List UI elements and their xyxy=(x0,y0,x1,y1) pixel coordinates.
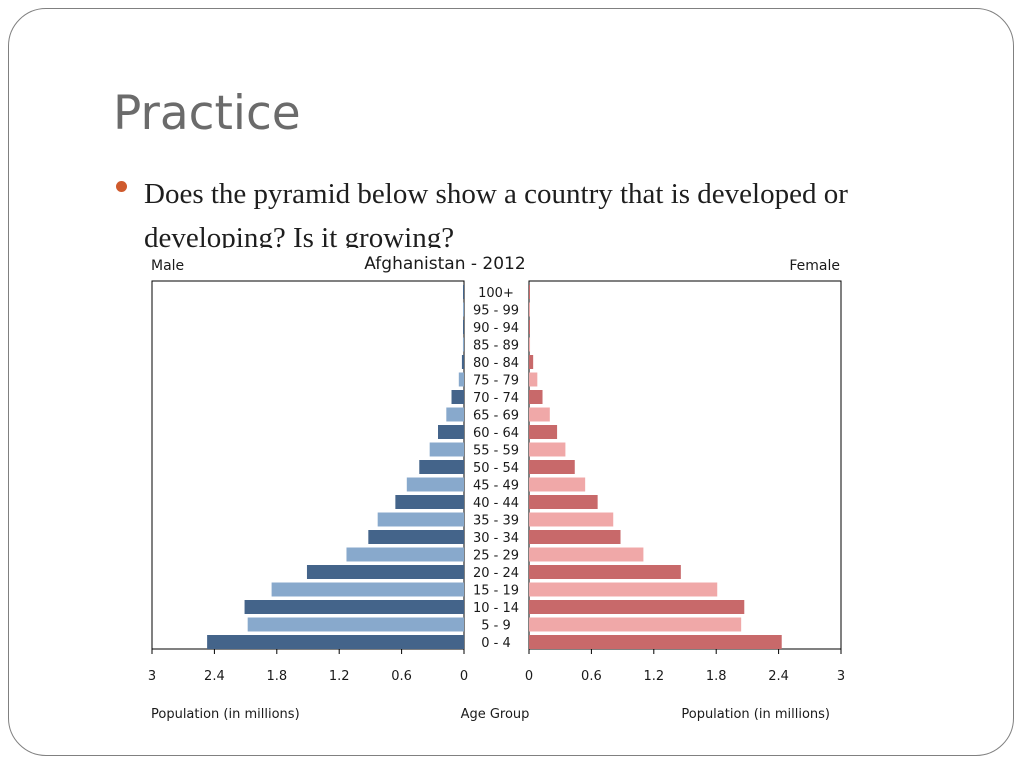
male-bar xyxy=(368,530,464,544)
slide-frame xyxy=(8,8,1014,756)
chart-left-label: Male xyxy=(151,258,184,274)
female-bar xyxy=(529,285,530,299)
female-bar xyxy=(529,407,550,422)
female-bar xyxy=(529,547,644,562)
male-bar xyxy=(419,460,464,474)
x-tick-label: 2.4 xyxy=(204,669,225,684)
male-bar xyxy=(247,617,464,632)
x-tick-label: 3 xyxy=(837,669,845,684)
x-axis-left-title: Population (in millions) xyxy=(151,707,300,722)
age-group-label: 5 - 9 xyxy=(481,619,511,634)
x-axis-left: 3 2.4 1.8 1.2 0.6 0 xyxy=(148,649,468,684)
age-group-label: 35 - 39 xyxy=(473,514,519,529)
male-bar xyxy=(461,355,464,369)
age-group-label: 40 - 44 xyxy=(473,496,519,511)
bullet-text: Does the pyramid below show a country th… xyxy=(144,178,848,248)
male-bar xyxy=(377,512,464,527)
x-tick-label: 1.2 xyxy=(643,669,664,684)
x-tick-label: 0 xyxy=(460,669,468,684)
age-group-label: 50 - 54 xyxy=(473,461,519,476)
female-bar xyxy=(529,635,782,649)
male-bar xyxy=(462,337,464,352)
female-bar xyxy=(529,442,566,457)
x-tick-label: 1.8 xyxy=(266,669,287,684)
slide-title: Practice xyxy=(113,86,301,141)
age-group-label: 90 - 94 xyxy=(473,321,519,336)
x-tick-label: 0 xyxy=(525,669,533,684)
age-group-label: 65 - 69 xyxy=(473,409,519,424)
female-bar xyxy=(529,512,614,527)
age-group-label: 20 - 24 xyxy=(473,566,519,581)
chart-title: Afghanistan - 2012 xyxy=(364,254,525,274)
male-bar xyxy=(438,425,464,439)
x-tick-label: 1.8 xyxy=(706,669,727,684)
male-bar xyxy=(446,407,464,422)
female-bars xyxy=(529,285,782,649)
female-bar xyxy=(529,372,538,387)
age-group-label: 100+ xyxy=(478,286,514,301)
female-bar xyxy=(529,617,742,632)
male-bar xyxy=(458,372,464,387)
age-group-label: 75 - 79 xyxy=(473,374,519,389)
chart-right-label: Female xyxy=(789,258,840,274)
male-bar xyxy=(346,547,464,562)
age-group-label: 10 - 14 xyxy=(473,601,519,616)
female-bar xyxy=(529,600,745,614)
female-bar xyxy=(529,495,598,509)
male-bar xyxy=(395,495,464,509)
age-group-labels: 100+ 95 - 99 90 - 94 85 - 89 80 - 84 75 - 79 7… xyxy=(473,286,519,651)
male-bar xyxy=(271,582,464,597)
female-bar xyxy=(529,320,530,334)
female-bar xyxy=(529,337,531,352)
age-group-label: 55 - 59 xyxy=(473,444,519,459)
male-bar xyxy=(429,442,464,457)
age-group-label: 0 - 4 xyxy=(481,636,511,651)
male-bar xyxy=(244,600,464,614)
male-bars xyxy=(207,285,464,649)
x-axis-right: 0 0.6 1.2 1.8 2.4 3 xyxy=(525,649,845,684)
male-bar xyxy=(463,285,464,299)
female-bar xyxy=(529,355,534,369)
male-bar xyxy=(463,320,464,334)
x-tick-label: 1.2 xyxy=(329,669,350,684)
male-bar xyxy=(463,302,464,317)
female-bar xyxy=(529,477,586,492)
female-bar xyxy=(529,460,575,474)
female-bar xyxy=(529,390,543,404)
x-axis-right-title: Population (in millions) xyxy=(681,707,830,722)
x-tick-label: 0.6 xyxy=(391,669,412,684)
female-bar xyxy=(529,425,558,439)
age-group-label: 85 - 89 xyxy=(473,339,519,354)
age-group-label: 30 - 34 xyxy=(473,531,519,546)
x-axis-center-title: Age Group xyxy=(461,707,530,722)
bullet-dot-icon xyxy=(116,181,127,192)
age-group-label: 70 - 74 xyxy=(473,391,519,406)
male-bar xyxy=(306,565,464,579)
female-bar xyxy=(529,302,530,317)
age-group-label: 80 - 84 xyxy=(473,356,519,371)
x-tick-label: 3 xyxy=(148,669,156,684)
x-tick-label: 2.4 xyxy=(768,669,789,684)
population-pyramid-chart: Male Afghanistan - 2012 Female 100+ 95 - … xyxy=(148,254,845,722)
age-group-label: 45 - 49 xyxy=(473,479,519,494)
male-bar xyxy=(406,477,464,492)
male-bar xyxy=(451,390,464,404)
age-group-label: 60 - 64 xyxy=(473,426,519,441)
age-group-label: 95 - 99 xyxy=(473,304,519,319)
female-bar xyxy=(529,565,681,579)
age-group-label: 25 - 29 xyxy=(473,549,519,564)
male-bar xyxy=(207,635,464,649)
female-bar xyxy=(529,530,621,544)
age-group-label: 15 - 19 xyxy=(473,584,519,599)
female-bar xyxy=(529,582,718,597)
x-tick-label: 0.6 xyxy=(581,669,602,684)
